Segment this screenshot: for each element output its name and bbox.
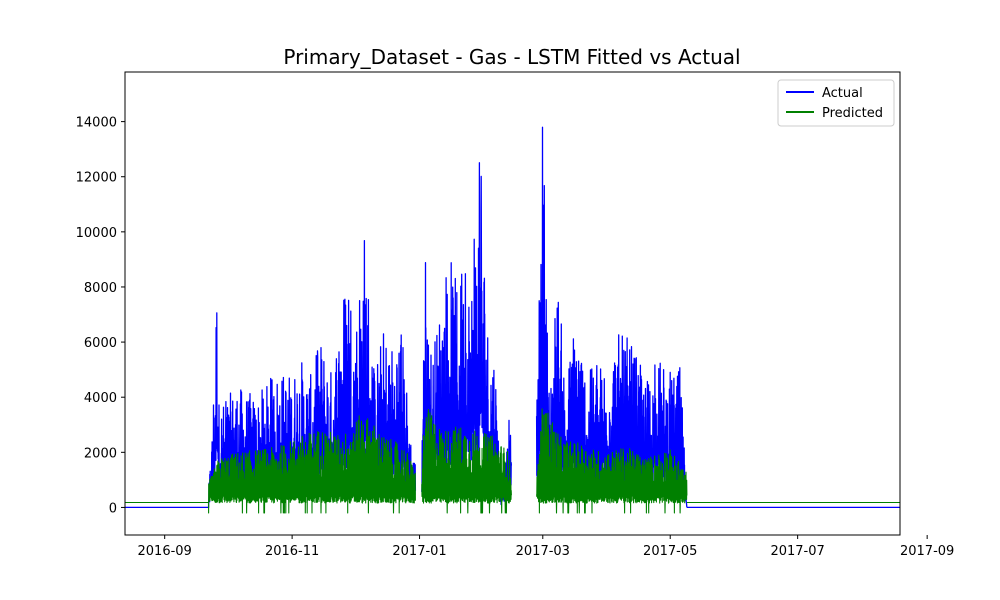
series-line-actual [125, 126, 900, 509]
chart-title: Primary_Dataset - Gas - LSTM Fitted vs A… [283, 45, 740, 69]
x-tick-label: 2017-01 [392, 544, 446, 559]
y-tick-label: 10000 [76, 226, 117, 241]
axis-ticks: 0 2000 4000 6000 8000 10000 12000 14000 2016-09 2… [76, 116, 955, 559]
y-tick-label: 14000 [76, 116, 117, 131]
legend-label-actual: Actual [822, 86, 863, 101]
x-tick-label: 2016-11 [265, 544, 319, 559]
series-line-predicted [125, 408, 900, 514]
x-tick-label: 2017-07 [770, 544, 824, 559]
x-tick-label: 2017-09 [900, 544, 954, 559]
plot-frame [124, 71, 901, 536]
y-tick-label: 4000 [84, 391, 117, 406]
legend: Actual Predicted [777, 79, 895, 127]
y-tick-label: 2000 [84, 446, 117, 461]
plot-layer [125, 126, 900, 514]
legend-label-predicted: Predicted [822, 106, 883, 121]
y-tick-label: 6000 [84, 336, 117, 351]
y-tick-label: 0 [109, 501, 117, 516]
y-tick-label: 8000 [84, 281, 117, 296]
x-tick-label: 2016-09 [138, 544, 192, 559]
y-tick-label: 12000 [76, 171, 117, 186]
x-tick-label: 2017-03 [516, 544, 570, 559]
x-tick-label: 2017-05 [643, 544, 697, 559]
